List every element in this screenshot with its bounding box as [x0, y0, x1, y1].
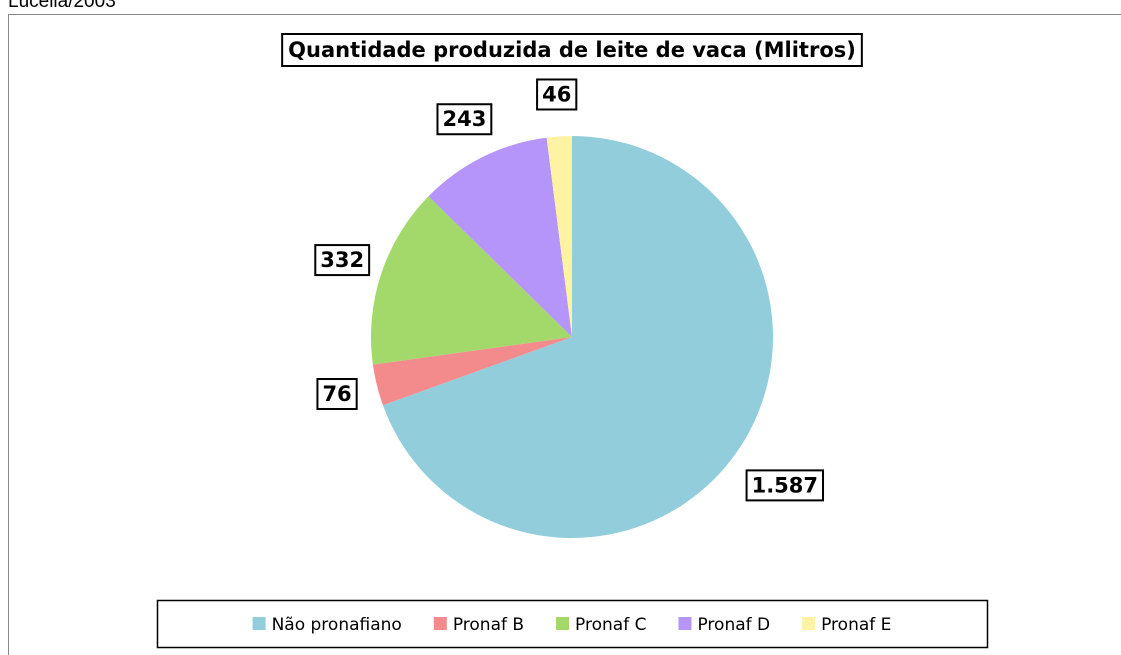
- data-label: 46: [542, 82, 571, 106]
- pie-slice: [546, 136, 572, 337]
- title-box: [281, 33, 863, 67]
- legend-label: Não pronafiano: [272, 615, 402, 635]
- data-label-box: [314, 244, 371, 277]
- pie-slice: [382, 136, 774, 538]
- data-label-box: [436, 103, 493, 136]
- title-group: Quantidade produzida de leite de vaca (M…: [281, 33, 863, 67]
- pie-slice: [428, 137, 572, 337]
- legend-label: Pronaf E: [821, 615, 891, 635]
- data-label: 1.587: [752, 473, 818, 497]
- legend-label: Pronaf B: [453, 615, 524, 635]
- data-label-box: [745, 469, 825, 502]
- data-label-box: [536, 78, 578, 111]
- legend-box: [156, 599, 989, 649]
- data-label: 243: [442, 107, 486, 131]
- legend-label: Pronaf D: [697, 615, 770, 635]
- legend-swatch: [802, 617, 816, 630]
- header: Lucélia/2003: [8, 0, 116, 12]
- data-label: 76: [322, 382, 351, 406]
- legend-label: Pronaf C: [575, 615, 646, 635]
- legend-swatch: [433, 617, 447, 630]
- legend-swatch: [252, 617, 266, 630]
- chart-title: Quantidade produzida de leite de vaca (M…: [288, 38, 856, 62]
- legend-swatch: [556, 617, 570, 630]
- data-label-box: [316, 378, 358, 411]
- legend-swatch: [678, 617, 692, 630]
- pie-slice: [371, 196, 572, 365]
- pie-slice: [372, 337, 572, 406]
- data-label: 332: [320, 248, 364, 272]
